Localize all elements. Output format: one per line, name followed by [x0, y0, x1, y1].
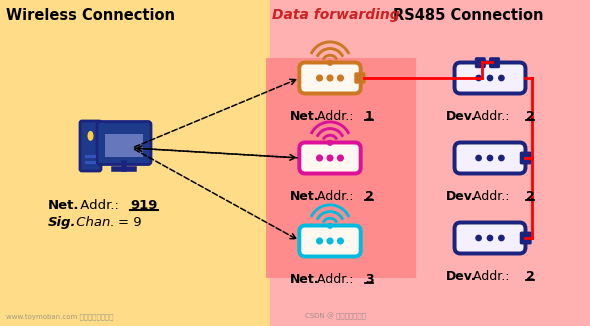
Circle shape	[487, 235, 493, 241]
Text: Dev.: Dev.	[446, 110, 477, 123]
Text: 2: 2	[526, 110, 535, 123]
FancyBboxPatch shape	[454, 63, 526, 94]
Text: 2: 2	[365, 190, 373, 203]
Circle shape	[327, 223, 332, 228]
Text: Dev.: Dev.	[446, 190, 477, 203]
Bar	[266, 58, 416, 278]
Circle shape	[499, 156, 504, 161]
FancyBboxPatch shape	[80, 121, 101, 171]
Circle shape	[476, 235, 481, 241]
Text: RS485 Connection: RS485 Connection	[393, 8, 543, 23]
Text: Net.: Net.	[48, 199, 80, 212]
FancyBboxPatch shape	[454, 142, 526, 173]
Circle shape	[337, 155, 343, 161]
Text: Chan.: Chan.	[72, 216, 114, 229]
Text: Net.: Net.	[290, 190, 320, 203]
Text: Addr.:: Addr.:	[473, 110, 513, 123]
FancyBboxPatch shape	[299, 142, 360, 173]
Text: Net.: Net.	[290, 273, 320, 286]
FancyBboxPatch shape	[454, 223, 526, 254]
Bar	[0, 0, 270, 326]
Text: Sig.: Sig.	[48, 216, 77, 229]
Circle shape	[317, 238, 322, 244]
Bar	[85, 155, 96, 158]
FancyBboxPatch shape	[299, 63, 360, 94]
FancyBboxPatch shape	[97, 122, 151, 165]
Text: Addr.:: Addr.:	[317, 110, 358, 123]
Bar	[85, 161, 96, 164]
Text: = 9: = 9	[118, 216, 142, 229]
FancyBboxPatch shape	[490, 58, 499, 67]
Ellipse shape	[87, 131, 93, 141]
Circle shape	[327, 60, 332, 65]
Text: www.toymoban.com 网络图片仅供显示: www.toymoban.com 网络图片仅供显示	[6, 313, 113, 320]
Text: Net.: Net.	[290, 110, 320, 123]
Bar	[105, 134, 143, 156]
Text: Dev.: Dev.	[446, 270, 477, 283]
Circle shape	[327, 75, 333, 81]
Circle shape	[337, 238, 343, 244]
Text: Addr.:: Addr.:	[76, 199, 123, 212]
Text: Data forwarding: Data forwarding	[272, 8, 399, 22]
Text: CSDN @ 全能码上班锅锅: CSDN @ 全能码上班锅锅	[305, 313, 366, 320]
FancyBboxPatch shape	[520, 152, 531, 164]
Text: 2: 2	[526, 190, 535, 203]
Circle shape	[487, 156, 493, 161]
Circle shape	[487, 75, 493, 81]
Circle shape	[476, 156, 481, 161]
Circle shape	[337, 75, 343, 81]
Circle shape	[317, 75, 322, 81]
Circle shape	[317, 155, 322, 161]
Text: 3: 3	[365, 273, 373, 286]
Circle shape	[499, 75, 504, 81]
Text: Addr.:: Addr.:	[473, 190, 513, 203]
Text: Addr.:: Addr.:	[317, 273, 358, 286]
Circle shape	[327, 141, 332, 145]
FancyBboxPatch shape	[520, 232, 531, 244]
Text: 1: 1	[365, 110, 373, 123]
FancyBboxPatch shape	[299, 226, 360, 257]
FancyBboxPatch shape	[476, 58, 485, 67]
Text: Wireless Connection: Wireless Connection	[6, 8, 175, 23]
Circle shape	[327, 238, 333, 244]
FancyBboxPatch shape	[355, 73, 365, 83]
Circle shape	[327, 155, 333, 161]
Text: Addr.:: Addr.:	[473, 270, 513, 283]
Circle shape	[499, 235, 504, 241]
Text: 919: 919	[130, 199, 158, 212]
Circle shape	[476, 75, 481, 81]
Text: 2: 2	[526, 270, 535, 283]
Text: Addr.:: Addr.:	[317, 190, 358, 203]
Bar	[270, 0, 590, 326]
